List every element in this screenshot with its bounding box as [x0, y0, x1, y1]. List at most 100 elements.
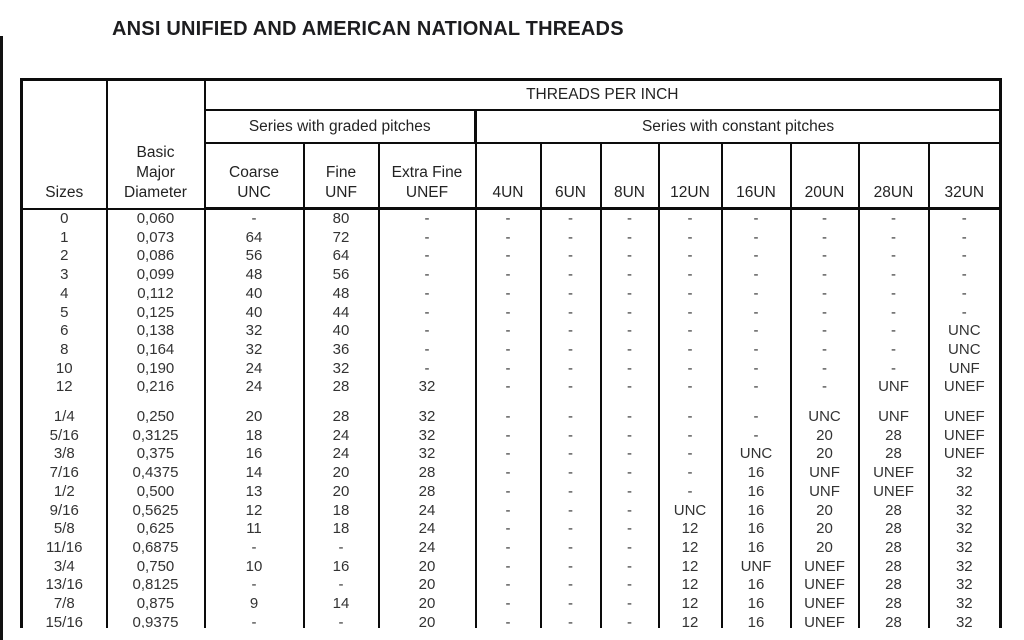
tpi-cell: 12 — [657, 595, 723, 614]
tpi-cell: 32 — [927, 464, 1002, 483]
tpi-cell: 72 — [302, 228, 380, 248]
tpi-cell: - — [789, 359, 860, 379]
tpi-cell: 28 — [857, 501, 930, 521]
tpi-cell: - — [657, 340, 723, 360]
tpi-cell: 14 — [203, 464, 305, 483]
size-cell: 0 — [20, 208, 108, 229]
tpi-cell: 12 — [657, 538, 723, 558]
tpi-cell: - — [539, 208, 602, 229]
tpi-cell: - — [474, 520, 542, 539]
tpi-cell: 20 — [377, 576, 477, 596]
tpi-cell: 32 — [203, 322, 305, 341]
tpi-cell: - — [377, 359, 477, 379]
tpi-cell: 32 — [927, 557, 1002, 577]
tpi-cell: UNC — [927, 322, 1002, 341]
tpi-cell: - — [789, 208, 860, 229]
tpi-cell: - — [539, 284, 602, 304]
tpi-cell: 32 — [927, 538, 1002, 558]
diameter-cell: 0,875 — [105, 595, 206, 614]
tpi-cell: - — [927, 303, 1002, 323]
size-cell: 1/2 — [20, 482, 108, 502]
tpi-cell: - — [599, 322, 660, 341]
tpi-cell: 40 — [302, 322, 380, 341]
size-cell: 10 — [20, 359, 108, 379]
table-row: 6 0,138 32 40- - - - - - - - UNC — [20, 322, 1002, 341]
tpi-cell: - — [539, 303, 602, 323]
tpi-cell: - — [377, 228, 477, 248]
tpi-cell: - — [657, 359, 723, 379]
tpi-cell: 64 — [302, 247, 380, 267]
tpi-cell: 28 — [857, 520, 930, 539]
tpi-cell: UNEF — [789, 576, 860, 596]
tpi-cell: 20 — [302, 464, 380, 483]
table-row: 11/16 0,6875- -24- - -12 16 20 28 32 — [20, 538, 1002, 558]
tpi-cell: - — [599, 303, 660, 323]
tpi-cell: 18 — [203, 426, 305, 446]
tpi-cell: - — [857, 208, 930, 229]
tpi-cell: - — [599, 482, 660, 502]
size-cell: 11/16 — [20, 538, 108, 558]
table-row: 7/8 0,875 9 14 20- - -12 16 UNEF 28 32 — [20, 595, 1002, 614]
header-series-graded: Series with graded pitches — [203, 109, 477, 144]
tpi-cell: - — [377, 208, 477, 229]
diameter-cell: 0,099 — [105, 266, 206, 285]
tpi-cell: - — [474, 284, 542, 304]
tpi-cell: - — [720, 208, 792, 229]
tpi-cell: - — [474, 445, 542, 465]
tpi-cell: - — [474, 464, 542, 483]
size-cell: 5/16 — [20, 426, 108, 446]
tpi-cell: 28 — [857, 426, 930, 446]
tpi-cell: - — [657, 322, 723, 341]
tpi-cell: 18 — [302, 520, 380, 539]
page-title: ANSI UNIFIED AND AMERICAN NATIONAL THREA… — [112, 18, 624, 40]
tpi-cell: - — [857, 303, 930, 323]
table-row: 1/2 0,500 13 20 28- - - -16 UNF UNEF 32 — [20, 482, 1002, 502]
tpi-cell: UNC — [657, 501, 723, 521]
header-6un: 6UN — [539, 142, 602, 210]
tpi-cell: - — [657, 208, 723, 229]
tpi-cell: UNEF — [789, 613, 860, 628]
tpi-cell: UNF — [720, 557, 792, 577]
tpi-cell: 28 — [857, 613, 930, 628]
tpi-cell: UNF — [857, 397, 930, 427]
tpi-cell: - — [720, 340, 792, 360]
tpi-cell: - — [203, 208, 305, 229]
tpi-cell: - — [539, 464, 602, 483]
tpi-cell: - — [720, 284, 792, 304]
table-row: 7/16 0,4375 14 20 28- - - -16 UNF UNEF 32 — [20, 464, 1002, 483]
header-row-top: Sizes Basic Major Diameter THREADS PER I… — [20, 78, 1002, 210]
tpi-cell: - — [302, 613, 380, 628]
tpi-cell: - — [539, 520, 602, 539]
tpi-cell: - — [203, 538, 305, 558]
table-row: 1 0,073 64 72- - - - - - - - - — [20, 228, 1002, 248]
tpi-cell: 18 — [302, 501, 380, 521]
tpi-cell: - — [657, 266, 723, 285]
tpi-cell: 9 — [203, 595, 305, 614]
diameter-cell: 0,190 — [105, 359, 206, 379]
tpi-cell: 16 — [720, 520, 792, 539]
tpi-cell: 40 — [203, 284, 305, 304]
diameter-cell: 0,750 — [105, 557, 206, 577]
tpi-cell: - — [720, 266, 792, 285]
tpi-cell: - — [474, 303, 542, 323]
tpi-cell: - — [599, 445, 660, 465]
tpi-cell: - — [789, 228, 860, 248]
tpi-cell: 80 — [302, 208, 380, 229]
tpi-cell: 32 — [927, 520, 1002, 539]
tpi-cell: - — [474, 482, 542, 502]
tpi-cell: 12 — [657, 576, 723, 596]
header-16un: 16UN — [720, 142, 792, 210]
tpi-cell: 16 — [203, 445, 305, 465]
tpi-cell: - — [474, 322, 542, 341]
size-cell: 12 — [20, 378, 108, 398]
tpi-cell: - — [539, 426, 602, 446]
tpi-cell: - — [657, 247, 723, 267]
tpi-cell: - — [377, 303, 477, 323]
tpi-cell: 32 — [927, 576, 1002, 596]
tpi-cell: - — [203, 576, 305, 596]
tpi-cell: - — [657, 378, 723, 398]
tpi-cell: - — [377, 322, 477, 341]
tpi-cell: - — [539, 322, 602, 341]
tpi-cell: - — [789, 266, 860, 285]
header-8un: 8UN — [599, 142, 660, 210]
